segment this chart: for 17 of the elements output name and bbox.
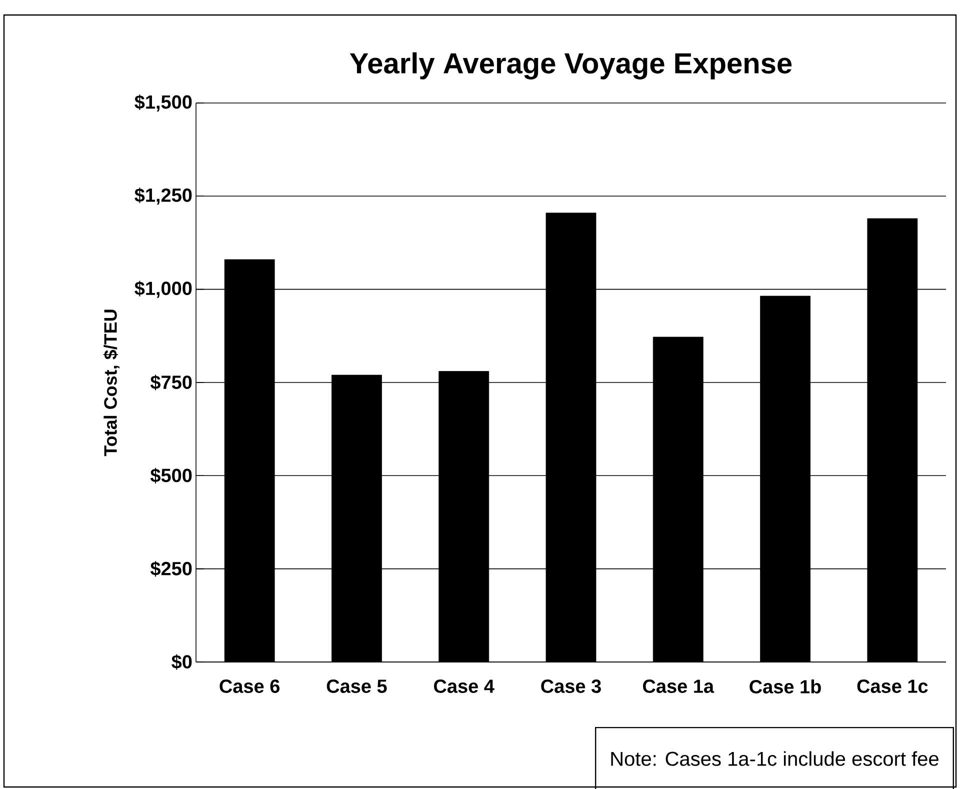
x-tick-label: Case 5 bbox=[326, 680, 387, 693]
y-tick-label: $1,500 bbox=[134, 94, 192, 112]
x-tick-label: Case 1b bbox=[750, 680, 821, 694]
y-axis-title: Total Cost, $/TEU bbox=[103, 310, 120, 456]
x-tick-label: Case 6 bbox=[220, 680, 280, 693]
text: Note: Cases 1a-1c include escort fee bbox=[611, 751, 938, 766]
y-tick-label: $250 bbox=[150, 561, 192, 577]
x-tick-label: Case 1a bbox=[643, 680, 714, 693]
x-tick-label: Case 1c bbox=[857, 680, 928, 693]
y-tick-label: $1,000 bbox=[134, 280, 192, 298]
x-tick-label: Case 4 bbox=[434, 680, 494, 693]
y-tick-label: $750 bbox=[150, 374, 192, 390]
y-tick-label: $1,250 bbox=[134, 188, 192, 205]
y-tick-label: $500 bbox=[150, 468, 192, 484]
x-tick-label: Case 3 bbox=[541, 680, 601, 694]
y-tick-label: $0 bbox=[172, 654, 192, 670]
chart-title: Yearly Average Voyage Expense bbox=[350, 52, 792, 80]
